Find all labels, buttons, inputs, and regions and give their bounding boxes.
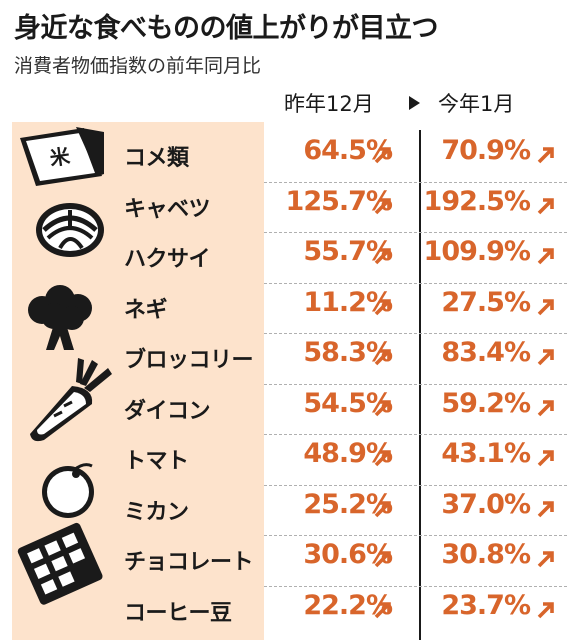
up-arrow-icon xyxy=(537,450,554,467)
column-header-jan: 今年1月 xyxy=(438,92,515,116)
row-divider xyxy=(264,383,567,385)
item-label: ダイコン xyxy=(124,398,211,424)
value-jan: 192.5% xyxy=(423,185,531,217)
daikon-icon xyxy=(30,358,112,442)
value-jan: 83.4% xyxy=(441,337,531,368)
row-divider xyxy=(264,484,567,486)
up-arrow-icon xyxy=(374,147,391,164)
up-arrow-icon xyxy=(374,601,391,618)
up-arrow-icon xyxy=(537,399,554,416)
up-arrow-icon xyxy=(374,450,391,467)
up-arrow-icon xyxy=(374,551,391,568)
column-divider xyxy=(419,130,421,640)
value-jan: 70.9% xyxy=(441,135,531,166)
column-header-dec: 昨年12月 xyxy=(284,92,374,116)
item-label: チョコレート xyxy=(124,550,254,575)
value-jan: 27.5% xyxy=(441,286,531,318)
row-divider xyxy=(264,434,567,435)
up-arrow-icon xyxy=(537,197,554,214)
row-divider xyxy=(264,232,567,233)
up-arrow-icon xyxy=(537,298,554,315)
up-arrow-icon xyxy=(537,601,554,618)
row-divider xyxy=(264,535,567,536)
svg-text:米: 米 xyxy=(48,144,72,171)
item-label: ミカン xyxy=(124,499,189,525)
value-jan: 23.7% xyxy=(441,589,531,621)
value-jan: 59.2% xyxy=(441,387,531,419)
row-divider xyxy=(264,181,567,183)
up-arrow-icon xyxy=(537,248,554,265)
mikan-icon xyxy=(42,463,94,518)
row-divider xyxy=(264,333,567,334)
up-arrow-icon xyxy=(374,197,391,214)
chocolate-icon xyxy=(17,522,103,605)
arrow-right-icon xyxy=(409,96,420,110)
value-jan: 30.8% xyxy=(441,539,531,570)
rice-bag-icon: 米 xyxy=(20,127,104,186)
up-arrow-icon xyxy=(374,298,391,315)
up-arrow-icon xyxy=(537,500,554,517)
cabbage-icon xyxy=(36,203,104,257)
item-label: キャベツ xyxy=(124,196,211,222)
value-jan: 37.0% xyxy=(441,488,531,520)
value-jan: 109.9% xyxy=(423,236,531,267)
up-arrow-icon xyxy=(537,147,554,164)
row-divider xyxy=(264,282,567,284)
item-label: ネギ xyxy=(124,297,168,323)
page-subtitle: 消費者物価指数の前年同月比 xyxy=(14,55,262,77)
up-arrow-icon xyxy=(374,248,391,265)
up-arrow-icon xyxy=(374,399,391,416)
up-arrow-icon xyxy=(374,349,391,366)
row-divider xyxy=(264,585,567,587)
item-label: トマト xyxy=(124,449,189,474)
value-jan: 43.1% xyxy=(441,438,531,469)
item-label: コメ類 xyxy=(124,146,189,171)
up-arrow-icon xyxy=(537,551,554,568)
up-arrow-icon xyxy=(537,349,554,366)
item-label: ハクサイ xyxy=(124,247,211,272)
item-label: コーヒー豆 xyxy=(124,600,232,626)
page-title: 身近な食べものの値上がりが目立つ xyxy=(14,13,439,44)
up-arrow-icon xyxy=(374,500,391,517)
broccoli-icon xyxy=(28,285,92,350)
item-label: ブロッコリー xyxy=(124,348,254,373)
